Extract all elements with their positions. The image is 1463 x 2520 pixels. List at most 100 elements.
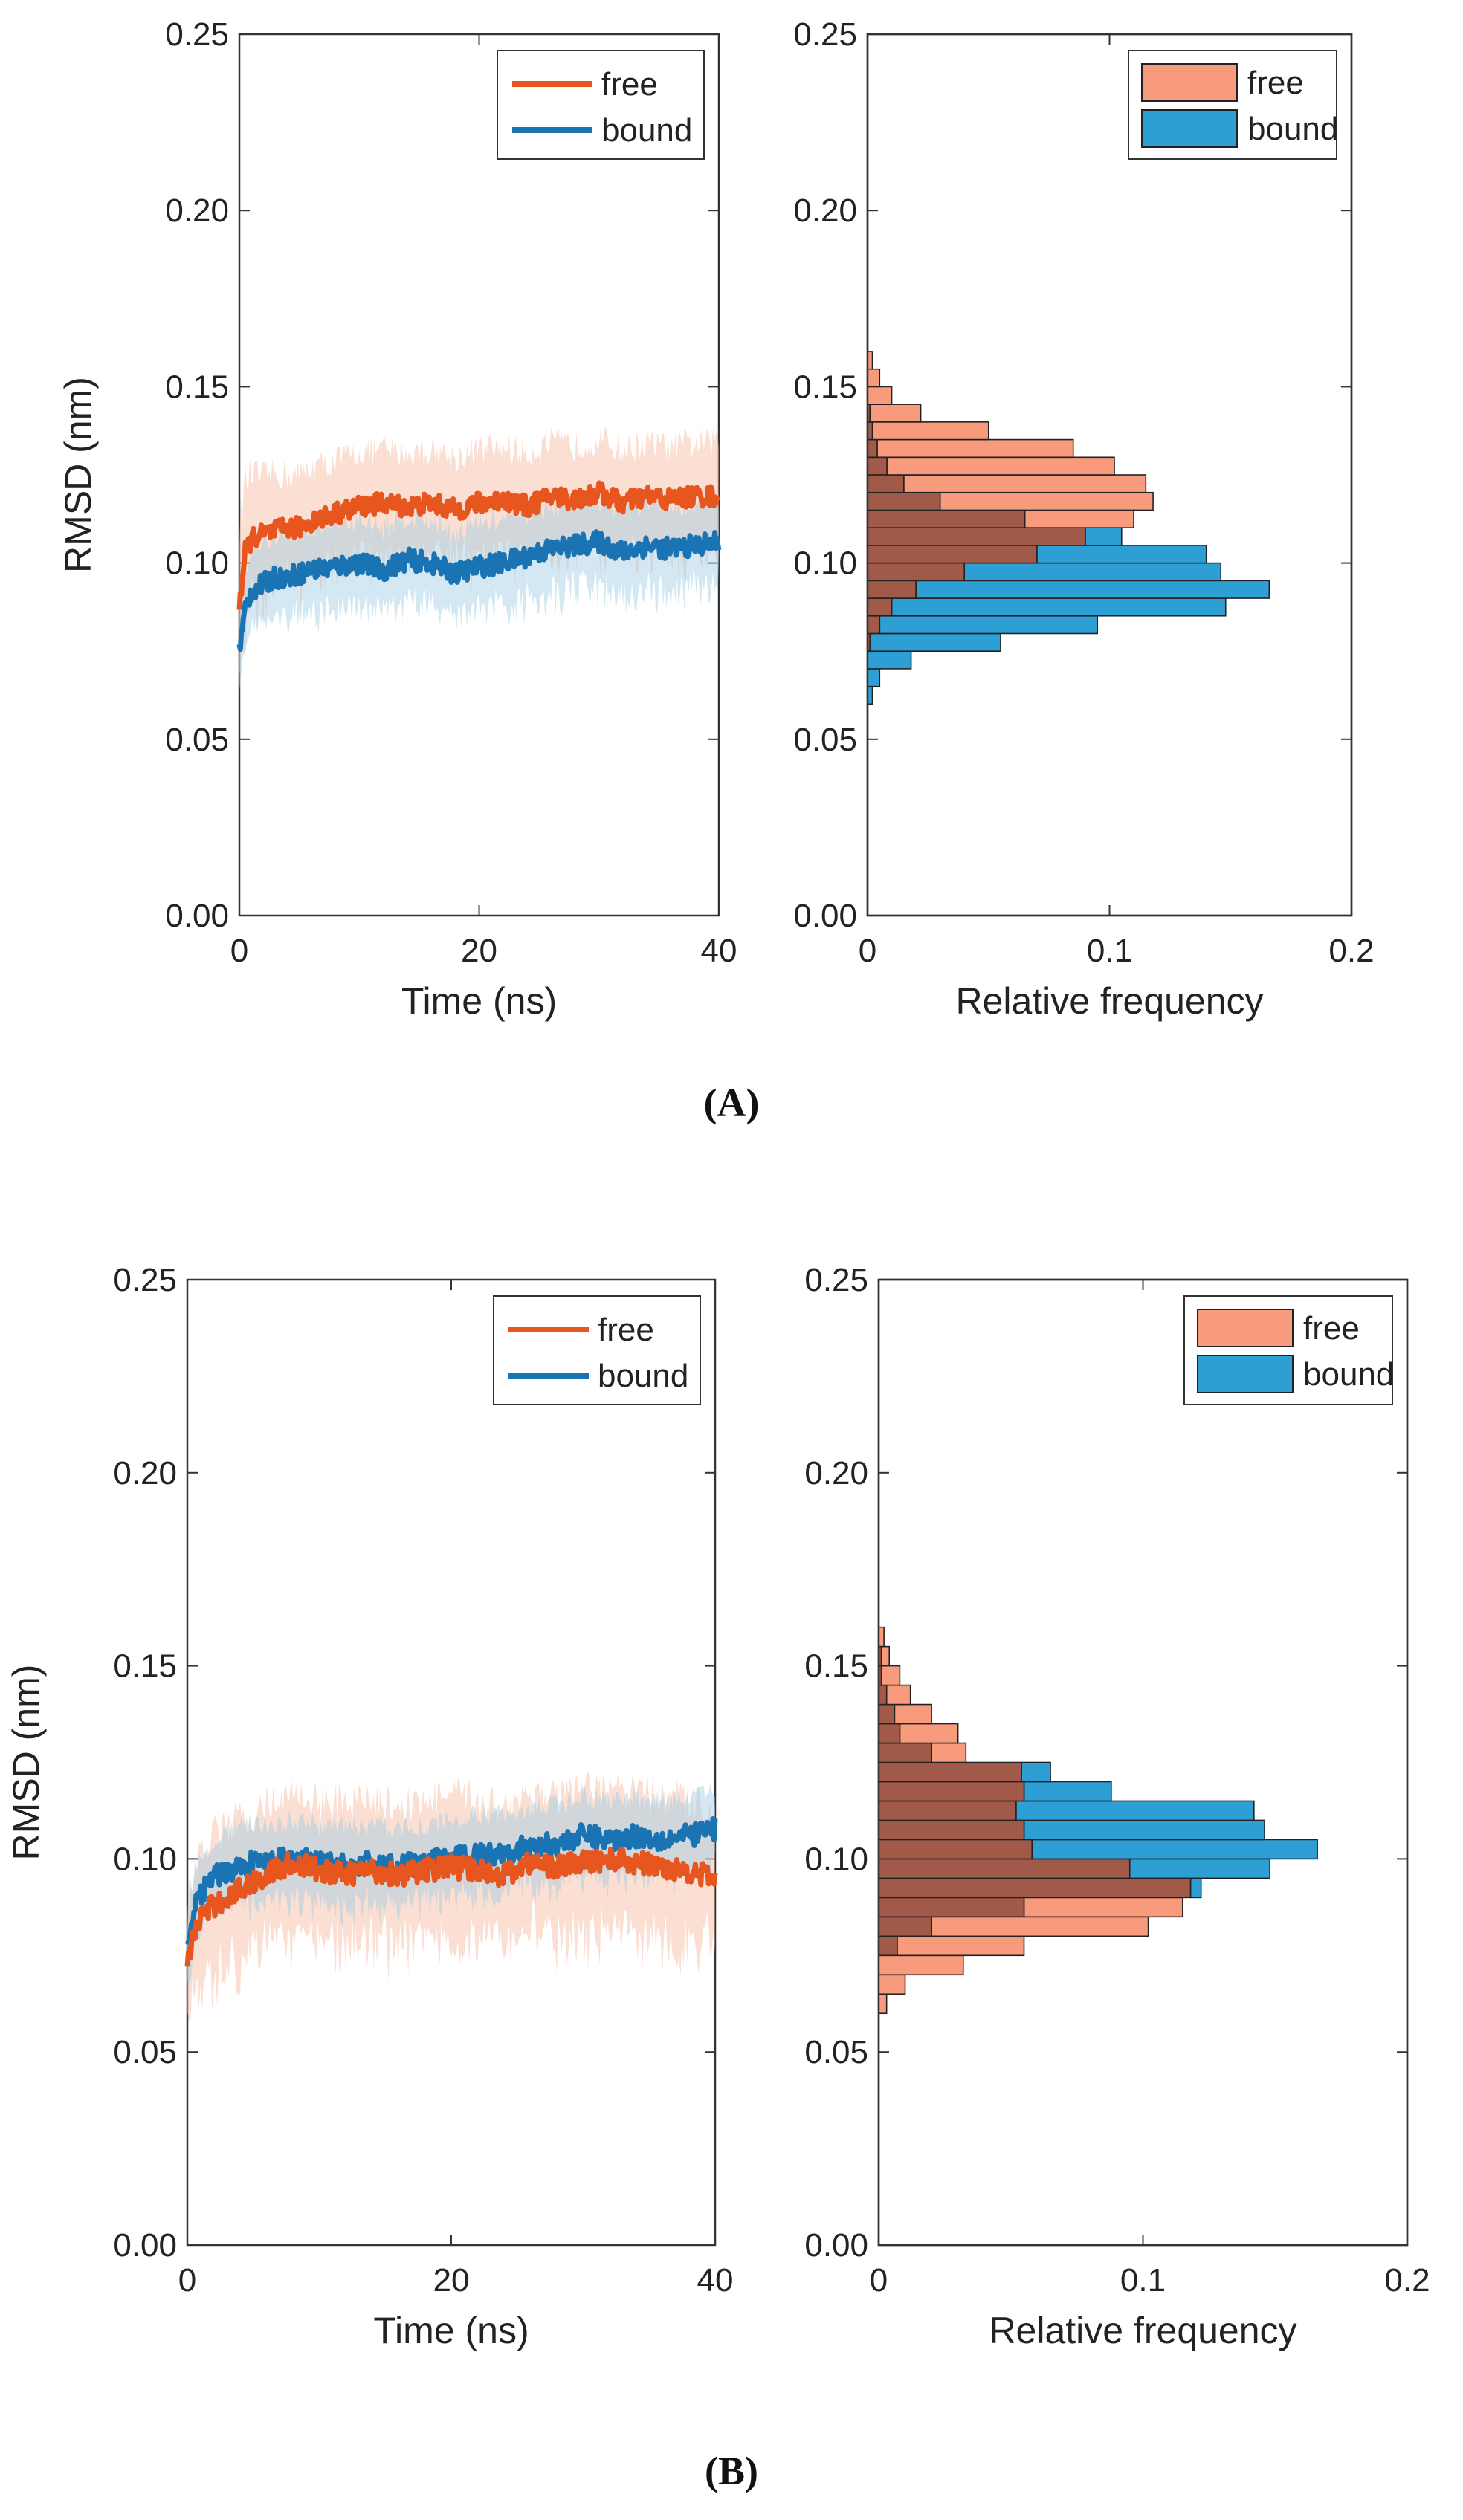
y-tick-label: 0.25 <box>793 16 857 53</box>
panel-label: (A) <box>704 1081 760 1125</box>
free-histogram-bar <box>939 491 1154 511</box>
y-tick-label: 0.00 <box>113 2227 177 2264</box>
legend-free-label: free <box>1247 65 1304 101</box>
overlap-histogram-bar <box>878 1935 898 1957</box>
legend: free bound <box>493 1295 701 1405</box>
x-tick-label: 40 <box>701 933 737 969</box>
panel-label: (B) <box>705 2449 758 2493</box>
free-histogram-bar <box>931 1742 967 1763</box>
x-tick-label: 20 <box>433 2262 470 2299</box>
y-tick-label: 0.00 <box>165 898 229 934</box>
overlap-histogram-bar <box>867 527 1086 546</box>
y-tick-label: 0.20 <box>165 192 229 229</box>
free-histogram-bar <box>931 1916 1149 1937</box>
legend-bound-swatch <box>1197 1355 1294 1393</box>
y-tick-label: 0.05 <box>804 2034 868 2070</box>
free-histogram-bar <box>1023 1897 1183 1918</box>
rmsd-histogram-plot: 0.00 0.05 0.10 0.15 0.20 0.25 0 0.1 0.2 Relative … <box>804 1262 1430 2351</box>
free-series-line <box>236 480 721 610</box>
y-tick-label: 0.10 <box>165 545 229 582</box>
axes-frame <box>186 1278 717 2247</box>
bound-series-line <box>236 529 722 652</box>
legend-bound-label: bound <box>601 112 692 149</box>
x-tick-label: 40 <box>697 2262 734 2299</box>
y-tick-label: 0.15 <box>804 1648 868 1685</box>
free-histogram-bar <box>878 1954 964 1976</box>
rmsd-timeseries-plot: 0.00 0.05 0.10 0.15 0.20 0.25 0 20 40 Time (ns) RM… <box>57 16 737 1022</box>
bound-histogram-bar <box>915 580 1270 599</box>
legend-free-swatch <box>1141 63 1238 102</box>
y-tick-label: 0.25 <box>165 16 229 53</box>
bound-histogram-bar <box>879 615 1099 635</box>
overlap-histogram-bar <box>878 1839 1033 1860</box>
y-tick-label: 0.20 <box>804 1455 868 1491</box>
x-tick-label: 0.2 <box>1328 933 1374 969</box>
overlap-histogram-bar <box>878 1761 1022 1783</box>
bound-histogram-bar <box>891 597 1227 617</box>
bound-histogram-bar <box>1031 1839 1318 1860</box>
overlap-histogram-bar <box>878 1781 1025 1802</box>
legend-bound-label: bound <box>1303 1356 1394 1393</box>
y-tick-label: 0.05 <box>113 2034 177 2070</box>
free-histogram-bar <box>876 438 1074 459</box>
overlap-histogram-bar <box>867 562 965 582</box>
overlap-histogram-bar <box>867 597 893 617</box>
overlap-histogram-bar <box>867 615 881 635</box>
free-histogram-bar <box>894 1703 932 1725</box>
x-tick-label: 20 <box>461 933 497 969</box>
legend-free-swatch <box>1197 1309 1294 1347</box>
y-tick-label: 0.00 <box>804 2227 868 2264</box>
x-tick-label: 0.2 <box>1384 2262 1430 2299</box>
bound-histogram-bar <box>867 650 912 670</box>
free-histogram-bar <box>1024 509 1134 528</box>
bound-histogram-bar <box>1023 1781 1112 1802</box>
free-histogram-bar <box>897 1935 1025 1957</box>
x-tick-label: 0 <box>178 2262 196 2299</box>
legend-bound-swatch <box>1141 109 1238 148</box>
legend-free-label: free <box>601 66 658 103</box>
y-tick-label: 0.20 <box>113 1455 177 1491</box>
overlap-histogram-bar <box>867 545 1038 564</box>
y-axis-title: RMSD (nm) <box>5 1665 47 1861</box>
bound-histogram-bar <box>1021 1761 1051 1783</box>
legend-bound-label: bound <box>1247 111 1338 147</box>
bound-histogram-bar <box>1015 1800 1255 1821</box>
legend: free bound <box>497 50 705 160</box>
overlap-histogram-bar <box>878 1916 932 1937</box>
free-series-line <box>184 1846 718 1967</box>
x-tick-label: 0 <box>870 2262 888 2299</box>
overlap-histogram-bar <box>878 1703 896 1725</box>
overlap-histogram-bar <box>878 1723 901 1744</box>
x-tick-label: 0 <box>230 933 248 969</box>
free-histogram-bar <box>903 474 1147 493</box>
y-tick-label: 0.15 <box>165 369 229 405</box>
rmsd-histogram-plot: 0.00 0.05 0.10 0.15 0.20 0.25 0 0.1 0.2 Relative … <box>793 16 1374 1022</box>
overlap-histogram-bar <box>867 491 941 511</box>
free-histogram-bar <box>880 1645 891 1667</box>
overlap-histogram-bar <box>878 1684 888 1706</box>
overlap-histogram-bar <box>878 1742 932 1763</box>
legend: free bound <box>1183 1295 1394 1405</box>
axes-frame <box>877 1278 1409 2247</box>
legend-box <box>493 1295 701 1405</box>
rmsd-timeseries-plot: 0.00 0.05 0.10 0.15 0.20 0.25 0 20 40 Time (ns) RM… <box>5 1262 733 2351</box>
y-tick-label: 0.05 <box>793 722 857 758</box>
free-histogram-bar <box>869 404 922 423</box>
legend-box <box>497 50 705 160</box>
overlap-histogram-bar <box>878 1858 1131 1879</box>
y-tick-label: 0.15 <box>113 1648 177 1685</box>
overlap-histogram-bar <box>878 1877 1192 1899</box>
legend: free bound <box>1128 50 1338 160</box>
y-tick-label: 0.05 <box>165 722 229 758</box>
x-tick-label: 0.1 <box>1120 2262 1166 2299</box>
free-histogram-bar <box>867 368 881 388</box>
bound-histogram-bar <box>1128 1858 1270 1879</box>
y-tick-label: 0.00 <box>793 898 857 934</box>
bound-histogram-bar <box>867 668 881 687</box>
free-histogram-bar <box>880 1665 901 1686</box>
overlap-histogram-bar <box>878 1800 1017 1821</box>
legend-bound-label: bound <box>598 1358 688 1394</box>
bound-histogram-bar <box>1036 545 1207 564</box>
overlap-histogram-bar <box>878 1819 1025 1841</box>
free-histogram-bar <box>871 421 989 441</box>
